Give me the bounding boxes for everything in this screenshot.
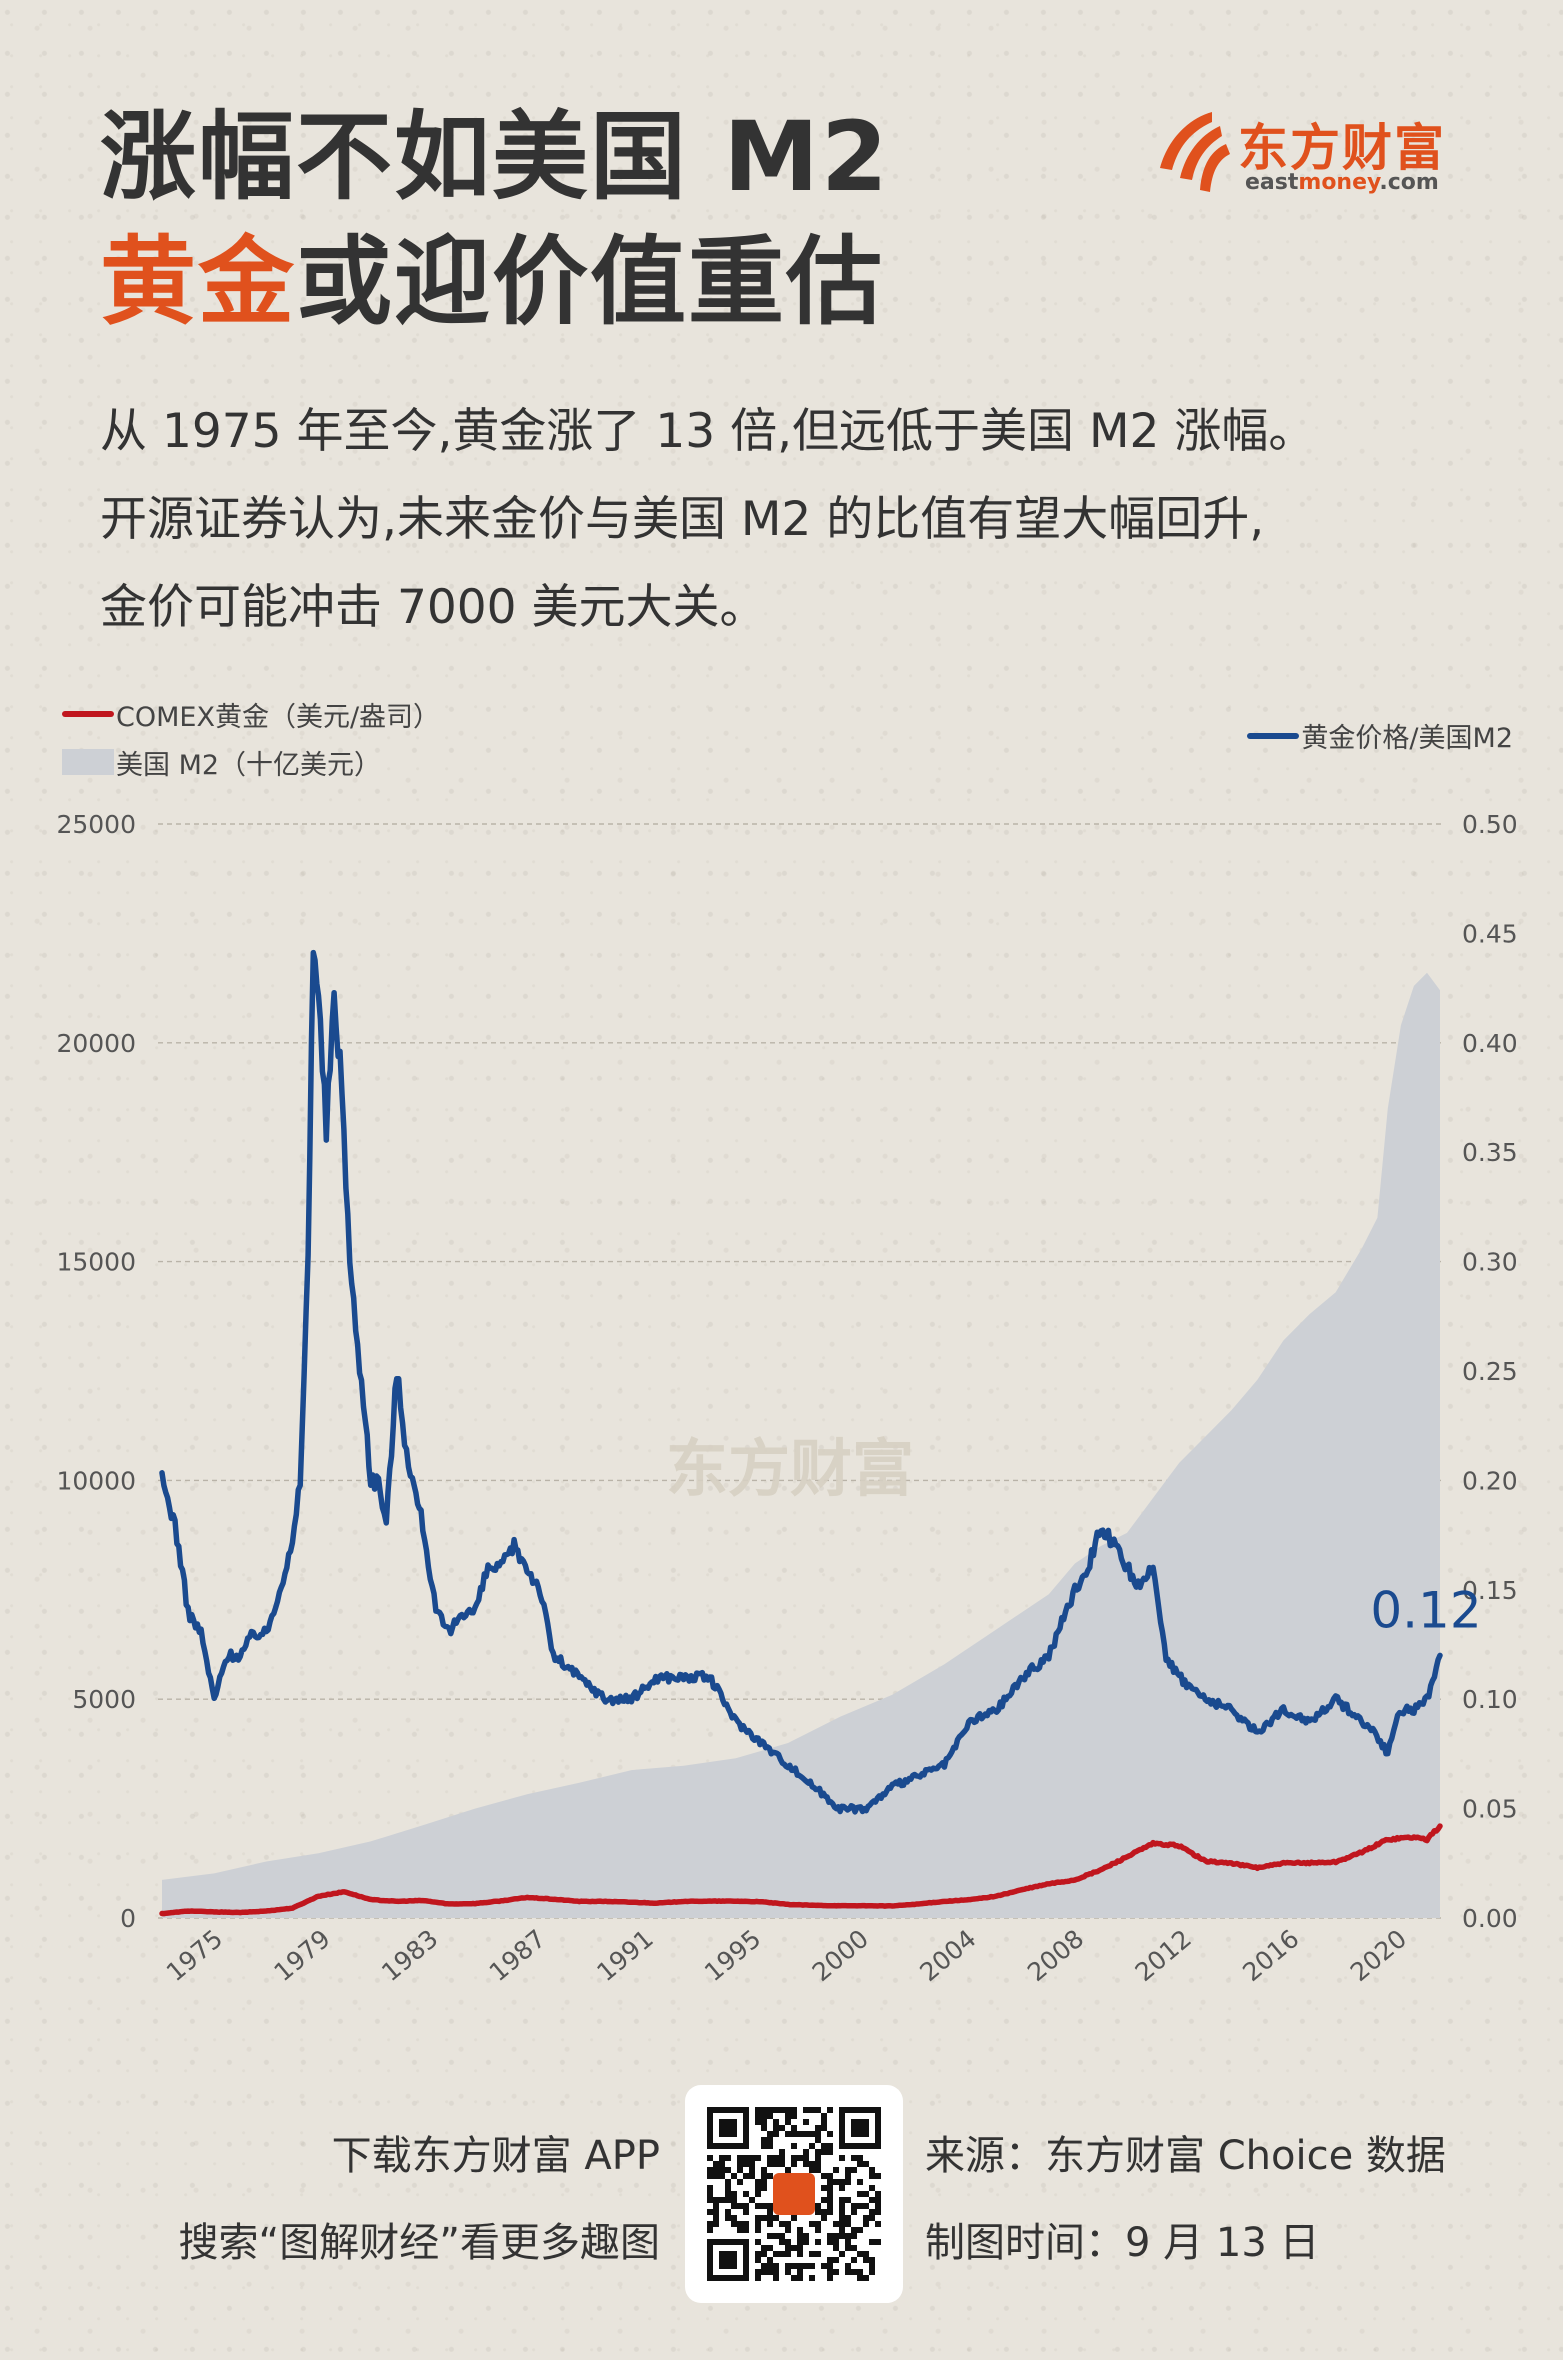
right-axis-tick-label: 0.20	[1462, 1466, 1518, 1495]
legend-swatch-ratio	[1247, 732, 1300, 739]
legend-label-m2: 美国 M2（十亿美元）	[116, 749, 382, 781]
page-title: 涨幅不如美国 M2 黄金或迎价值重估	[100, 95, 890, 345]
x-axis-tick-label: 2000	[807, 1924, 874, 1987]
right-axis-tick-label: 0.40	[1462, 1029, 1518, 1058]
x-axis-tick-label: 1975	[161, 1924, 228, 1987]
left-axis-tick-label: 0	[120, 1904, 136, 1933]
right-axis-tick-label: 0.25	[1462, 1357, 1518, 1386]
footer-left: 下载东方财富 APP 搜索“图解财经”看更多趣图	[100, 2113, 660, 2287]
right-axis-tick-label: 0.05	[1462, 1795, 1518, 1824]
brand-url: eastmoney.com	[1245, 170, 1439, 195]
right-axis-tick-label: 0.00	[1462, 1904, 1518, 1933]
intro-line-2: 开源证券认为,未来金价与美国 M2 的比值有望大幅回升,	[100, 492, 1265, 547]
legend-label-gold: COMEX黄金（美元/盎司）	[116, 701, 441, 733]
footer: 下载东方财富 APP 搜索“图解财经”看更多趣图 来源：东方财富 Choice …	[0, 2085, 1563, 2305]
legend-left: COMEX黄金（美元/盎司） 美国 M2（十亿美元）	[62, 690, 440, 786]
x-axis-tick-label: 1983	[376, 1924, 443, 1987]
brand-logo: 东方财富 eastmoney.com	[1150, 108, 1470, 198]
qr-code-icon	[707, 2107, 881, 2281]
right-axis-tick-label: 0.15	[1462, 1576, 1518, 1605]
right-axis-tick-label: 0.10	[1462, 1685, 1518, 1714]
title-rest: 或迎价值重估	[296, 226, 884, 338]
brand-feather-icon	[1160, 112, 1230, 192]
search-text: 搜索“图解财经”看更多趣图	[178, 2220, 660, 2266]
x-axis-tick-label: 2020	[1345, 1924, 1412, 1987]
left-axis-tick-label: 10000	[56, 1466, 136, 1495]
intro-text: 从 1975 年至今,黄金涨了 13 倍,但远低于美国 M2 涨幅。 开源证券认…	[100, 388, 1500, 652]
x-axis-tick-label: 1979	[268, 1924, 335, 1987]
brand-url-highlight: money	[1298, 170, 1380, 195]
x-axis-tick-label: 2004	[914, 1924, 981, 1987]
x-axis-tick-label: 2012	[1130, 1924, 1197, 1987]
gold-line	[159, 1823, 1443, 1917]
right-axis-tick-label: 0.35	[1462, 1138, 1518, 1167]
intro-line-1: 从 1975 年至今,黄金涨了 13 倍,但远低于美国 M2 涨幅。	[100, 404, 1316, 459]
right-axis-tick-label: 0.50	[1462, 810, 1518, 839]
x-axis-tick-label: 1995	[699, 1924, 766, 1987]
date-text: 制图时间：9 月 13 日	[925, 2220, 1320, 2266]
source-text: 来源：东方财富 Choice 数据	[925, 2133, 1446, 2179]
legend-right: 黄金价格/美国M2	[1247, 716, 1513, 755]
title-line-2: 黄金或迎价值重估	[100, 220, 890, 345]
title-accent: 黄金	[100, 226, 296, 338]
download-text: 下载东方财富 APP	[331, 2133, 660, 2179]
right-axis-tick-label: 0.30	[1462, 1248, 1518, 1277]
title-line-1: 涨幅不如美国 M2	[100, 101, 890, 213]
footer-right: 来源：东方财富 Choice 数据 制图时间：9 月 13 日	[925, 2113, 1446, 2287]
intro-line-3: 金价可能冲击 7000 美元大关。	[100, 580, 767, 635]
chart-watermark: 东方财富	[666, 1432, 914, 1505]
legend-item-m2: 美国 M2（十亿美元）	[62, 738, 440, 786]
left-axis-tick-label: 25000	[56, 810, 136, 839]
legend-swatch-gold	[62, 711, 114, 717]
left-axis-tick-label: 15000	[56, 1248, 136, 1277]
left-axis-tick-label: 5000	[72, 1685, 136, 1714]
x-axis-tick-label: 2008	[1022, 1924, 1089, 1987]
legend-item-gold: COMEX黄金（美元/盎司）	[62, 690, 440, 738]
qr-code[interactable]	[685, 2085, 903, 2303]
legend-swatch-m2	[62, 749, 114, 775]
ratio-line	[159, 949, 1443, 1815]
legend-label-ratio: 黄金价格/美国M2	[1301, 723, 1513, 754]
brand-url-prefix: east	[1245, 170, 1299, 195]
chart: 东方财富 0 5000 10000 15000 20000 25000 0.00 0.05 0.…	[56, 810, 1518, 1987]
m2-area	[162, 972, 1440, 1918]
series-layer	[159, 949, 1443, 1918]
x-axis-tick-label: 1991	[591, 1924, 658, 1987]
brand-url-suffix: .com	[1379, 170, 1439, 195]
brand-name: 东方财富	[1238, 119, 1446, 177]
left-axis-tick-label: 20000	[56, 1029, 136, 1058]
x-axis-tick-label: 1987	[484, 1924, 551, 1987]
end-value-label: 0.12	[1370, 1581, 1481, 1639]
right-axis-tick-label: 0.45	[1462, 919, 1518, 948]
x-axis-tick-label: 2016	[1237, 1924, 1304, 1987]
